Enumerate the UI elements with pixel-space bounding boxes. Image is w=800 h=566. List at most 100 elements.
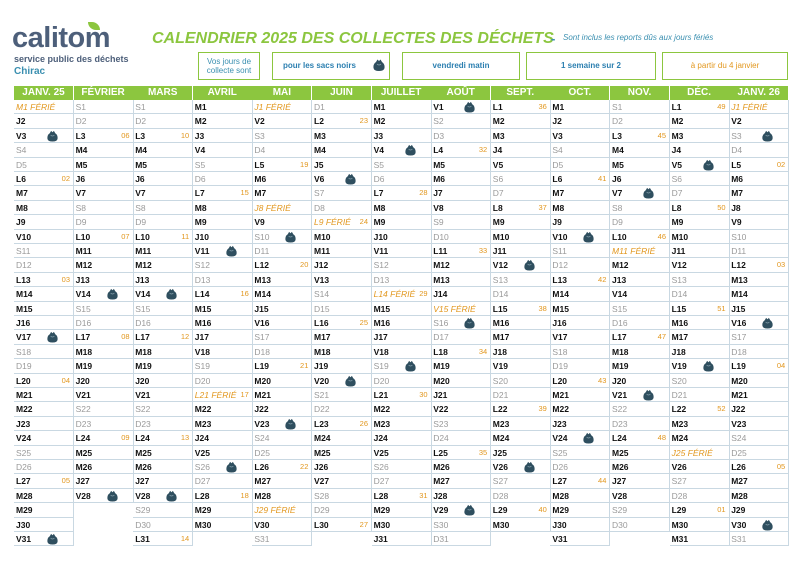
day-label: D23 (612, 418, 628, 429)
day-label: S17 (731, 332, 747, 343)
day-label: D4 (731, 145, 743, 156)
day-cell: D14 (669, 287, 730, 302)
day-label: D10 (433, 231, 449, 242)
day-label: D25 (254, 447, 270, 458)
day-cell: M4 (312, 143, 372, 158)
day-cell: S11 (14, 244, 74, 259)
week-number: 26 (359, 418, 368, 428)
day-cell: L8 37 (490, 200, 551, 216)
day-label: D5 (552, 159, 564, 170)
week-number: 23 (359, 116, 368, 126)
day-label: M8 (16, 202, 28, 213)
day-cell: J17 (371, 330, 432, 345)
day-cell: V2 (252, 114, 313, 129)
day-label: M27 (731, 476, 748, 487)
day-cell: M24 (669, 431, 730, 446)
day-cell: M23 (669, 416, 730, 432)
day-label: V19 (671, 361, 687, 372)
day-label: V16 (254, 318, 270, 328)
day-cell: D4 (729, 143, 790, 158)
day-cell: M7 (252, 186, 313, 201)
day-label: M9 (194, 217, 207, 228)
month-header: SEPT. (490, 86, 551, 100)
day-label: M6 (433, 174, 445, 184)
day-cell: D9 (73, 215, 134, 230)
day-label: S26 (194, 462, 210, 472)
day-cell: M19 (431, 359, 492, 374)
day-cell: J4 (490, 143, 551, 158)
garbage-bag-icon (523, 461, 536, 473)
day-label: M5 (75, 159, 88, 170)
day-cell: S8 (73, 200, 134, 216)
day-label: J15 (731, 303, 746, 314)
day-label: M22 (16, 404, 33, 415)
day-cell: L18 34 (431, 344, 492, 360)
day-label: D15 (314, 303, 330, 314)
day-cell: D2 (610, 114, 670, 129)
day-cell: D19 (550, 359, 611, 374)
day-label: M9 (373, 217, 386, 228)
day-cell: V14 (73, 287, 134, 302)
day-label: L22 (492, 404, 508, 415)
day-cell: J15 (729, 301, 790, 316)
day-label: M2 (373, 116, 386, 127)
day-cell: S13 (490, 272, 551, 288)
week-number: 49 (717, 102, 726, 111)
day-cell: L25 35 (431, 445, 492, 460)
day-cell: V23 (729, 416, 790, 432)
garbage-bag-icon (165, 288, 178, 300)
day-cell: S26 (192, 460, 253, 475)
day-cell: V27 (312, 474, 372, 489)
day-cell: D17 (431, 330, 492, 345)
day-label: D2 (75, 116, 87, 127)
day-cell: S24 (729, 431, 790, 446)
day-label: M4 (314, 145, 326, 156)
day-label: L6 (16, 174, 26, 184)
day-cell: V11 (371, 244, 432, 259)
day-cell: J11 (490, 244, 551, 259)
garbage-bag-icon (761, 130, 774, 142)
day-label: M11 (314, 246, 331, 256)
day-label: L25 (433, 447, 448, 458)
day-label: J18 (492, 346, 507, 357)
day-cell: J13 (610, 272, 670, 288)
day-label: M22 (552, 404, 569, 415)
day-label: L1 (492, 102, 503, 112)
day-label: L1 (671, 102, 682, 112)
day-cell: J4 (669, 143, 730, 158)
day-label: V29 (433, 505, 449, 516)
day-label: M25 (75, 447, 93, 458)
day-cell: M22 (192, 402, 253, 417)
day-label: M23 (373, 418, 391, 429)
day-label: M10 (671, 231, 689, 242)
day-cell: J9 (550, 215, 611, 230)
day-label: S10 (254, 231, 270, 242)
garbage-bag-icon (463, 504, 476, 516)
day-label: V1 (433, 102, 444, 112)
week-number: 09 (121, 433, 130, 443)
day-cell: L21 FÉRIÉ 17 (192, 388, 253, 403)
day-cell: V1 (431, 100, 492, 115)
day-cell: D11 (729, 244, 790, 259)
day-label: M19 (75, 361, 93, 372)
day-cell: J11 (669, 244, 730, 259)
day-cell: D21 (669, 388, 730, 403)
day-label: M7 (254, 188, 267, 199)
day-cell: V22 (431, 402, 492, 417)
day-label: D7 (492, 188, 504, 199)
day-cell: M6 (431, 172, 492, 187)
day-label: J29 (731, 505, 746, 516)
day-cell: S29 (133, 503, 194, 518)
day-label: D16 (75, 318, 92, 328)
day-cell: M28 (550, 488, 611, 504)
day-cell: J9 (14, 215, 74, 230)
day-label: S20 (492, 375, 508, 386)
day-cell: J17 (192, 330, 253, 345)
day-label: L26 (254, 462, 270, 472)
day-label: J25 FÉRIÉ (671, 447, 713, 458)
day-cell: L26 05 (729, 460, 790, 475)
day-cell: V25 (192, 445, 253, 460)
week-number: 14 (180, 534, 190, 543)
day-cell: M24 (312, 431, 372, 446)
day-label: M16 (373, 318, 391, 328)
